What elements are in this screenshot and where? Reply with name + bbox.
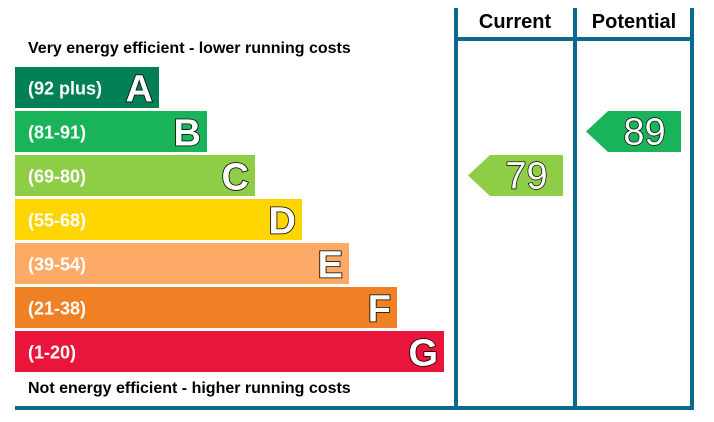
band-letter: E	[318, 245, 343, 287]
band-bar-c	[15, 155, 255, 196]
potential-header: Potential	[592, 11, 676, 33]
band-range-label: (69-80)	[28, 167, 86, 187]
band-letter: F	[368, 289, 391, 331]
band-g: (1-20) G	[15, 331, 444, 375]
potential-rating-marker: 89	[586, 111, 681, 154]
band-range-label: (1-20)	[28, 343, 76, 363]
band-d: (55-68) D	[15, 199, 302, 243]
current-rating-arrow	[468, 155, 563, 196]
band-f: (21-38) F	[15, 287, 397, 331]
band-letter: G	[408, 333, 438, 375]
current-rating-marker: 79	[468, 155, 563, 198]
current-header: Current	[479, 11, 552, 33]
potential-rating-arrow	[586, 111, 681, 152]
band-range-label: (55-68)	[28, 211, 86, 231]
potential-rating-value: 89	[623, 112, 665, 154]
band-letter: D	[269, 201, 296, 243]
band-range-label: (39-54)	[28, 255, 86, 275]
band-bar-b	[15, 111, 207, 152]
band-bar-a	[15, 67, 159, 108]
bottom-caption: Not energy efficient - higher running co…	[28, 380, 351, 397]
band-range-label: (81-91)	[28, 123, 86, 143]
band-range-label: (21-38)	[28, 299, 86, 319]
band-range-label: (92 plus)	[28, 79, 102, 99]
band-letter: B	[174, 113, 201, 155]
band-b: (81-91) B	[15, 111, 207, 155]
band-bar-e	[15, 243, 349, 284]
band-bar-g	[15, 331, 444, 372]
band-bars: (92 plus) A(81-91) B(69-80) C(55-68) D(39-54…	[15, 67, 444, 375]
current-rating-value: 79	[505, 156, 547, 198]
band-a: (92 plus) A	[15, 67, 159, 111]
top-caption: Very energy efficient - lower running co…	[28, 40, 351, 57]
band-c: (69-80) C	[15, 155, 255, 199]
band-letter: C	[222, 157, 249, 199]
band-bar-d	[15, 199, 302, 240]
frame	[15, 8, 694, 410]
band-bar-f	[15, 287, 397, 328]
band-letter: A	[126, 69, 153, 111]
band-e: (39-54) E	[15, 243, 349, 287]
rating-markers: 79 89	[468, 111, 681, 198]
